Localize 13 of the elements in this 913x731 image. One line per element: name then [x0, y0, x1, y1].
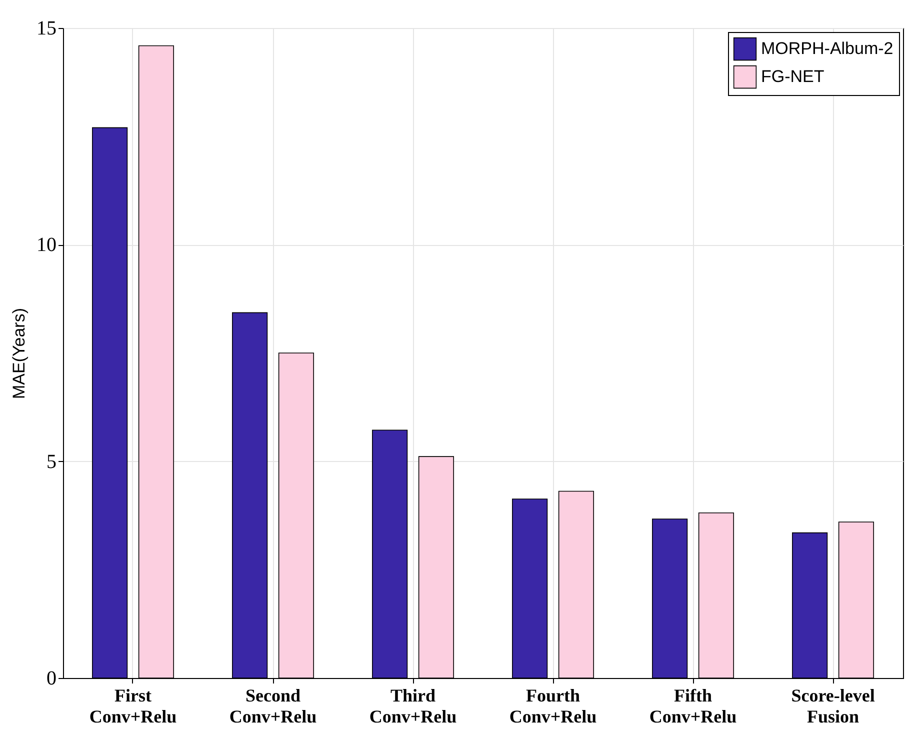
- y-tick-label: 15: [36, 18, 56, 40]
- x-tick-label: Second Conv+Relu: [229, 686, 317, 726]
- y-tick-label: 10: [36, 234, 56, 256]
- x-tick-label: Third Conv+Relu: [369, 686, 457, 726]
- legend-label: MORPH-Album-2: [761, 39, 894, 58]
- x-tick-label: First Conv+Relu: [89, 686, 177, 726]
- x-tick-label: Score-level Fusion: [791, 686, 875, 726]
- y-axis-title: MAE(Years): [10, 308, 28, 400]
- x-tick-label: Fourth Conv+Relu: [509, 686, 597, 726]
- legend-label: FG-NET: [761, 67, 824, 86]
- x-tick-label: Fifth Conv+Relu: [649, 686, 737, 726]
- y-tick-label: 0: [46, 668, 56, 690]
- y-tick-label: 5: [46, 450, 56, 473]
